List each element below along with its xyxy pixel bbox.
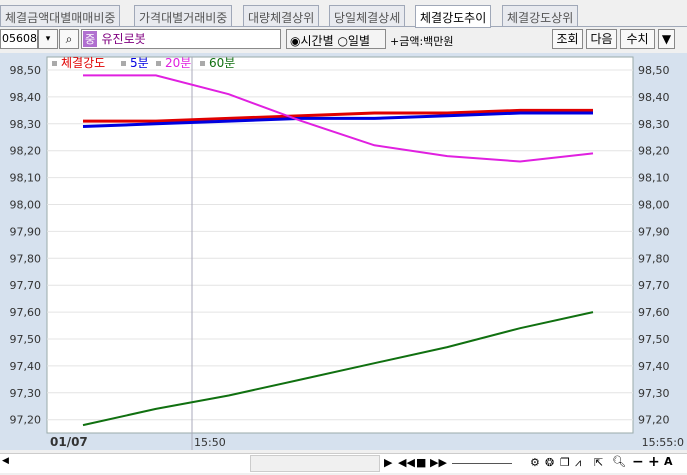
search-icon[interactable]: ⌕: [59, 29, 79, 49]
fast-forward-icon[interactable]: ▶▶: [430, 456, 447, 469]
cursor-icon[interactable]: ⇱: [594, 456, 604, 469]
unit-label: +금액:백만원: [390, 35, 454, 48]
chart-control-bar: ◀ ▶ ◀◀ ■ ▶▶ ⚙ ❂ ❐ ⩘ ⇱ 🔍︎ − + A: [0, 453, 687, 473]
legend-20분: 20분: [165, 56, 191, 70]
series-line-20분: [83, 74, 594, 163]
tab-daily-detail[interactable]: 당일체결상세: [329, 5, 406, 27]
y-tick-label-left: 98,30: [10, 118, 42, 131]
market-badge: 중: [83, 31, 97, 47]
series-line-60분: [82, 311, 594, 427]
y-tick-label-left: 97,50: [10, 333, 42, 346]
tab-amount-ratio[interactable]: 체결금액대별매매비중: [0, 5, 121, 27]
zoom-icon[interactable]: 🔍︎: [612, 455, 626, 468]
y-tick-label-right: 97,40: [638, 360, 670, 373]
values-button[interactable]: 수치: [620, 29, 655, 49]
play-icon[interactable]: ▶: [384, 456, 393, 469]
legend-marker: [200, 61, 205, 66]
y-tick-label-right: 97,90: [638, 225, 670, 238]
next-button[interactable]: 다음: [586, 29, 617, 49]
legend-marker: [156, 61, 161, 66]
tab-price-ratio[interactable]: 가격대별거래비중: [134, 5, 233, 27]
y-tick-label-left: 97,30: [10, 387, 42, 400]
y-tick-label-right: 98,20: [638, 145, 670, 158]
tab-large-trades[interactable]: 대량체결상위: [243, 5, 320, 27]
y-tick-label-right: 98,30: [638, 118, 670, 131]
tab-bar: 체결금액대별매매비중 가격대별거래비중 대량체결상위 당일체결상세 체결강도추이…: [0, 5, 687, 28]
legend-5분: 5분: [130, 56, 149, 70]
y-tick-label-left: 97,80: [10, 252, 42, 265]
y-tick-label-left: 98,50: [10, 64, 42, 77]
y-tick-label-right: 98,00: [638, 199, 670, 212]
strength-chart[interactable]: 98,50 98,50 98,40 98,40 98,30 98,30 98,20 98,20…: [0, 53, 687, 451]
chart-type-icon[interactable]: ⩘: [575, 456, 582, 469]
series-line-5분: [82, 111, 593, 128]
x-label-time: 15:50: [194, 436, 226, 449]
scrollbar[interactable]: [250, 455, 380, 472]
legend-marker: [52, 61, 57, 66]
y-tick-label-left: 97,90: [10, 225, 42, 238]
window-icon[interactable]: ❐: [560, 456, 570, 469]
y-tick-label-right: 97,60: [638, 306, 670, 319]
series-line-체결강도: [83, 108, 593, 123]
y-tick-label-right: 98,40: [638, 91, 670, 104]
y-tick-label-left: 98,20: [10, 145, 42, 158]
stock-name-field[interactable]: 중 유진로봇: [81, 29, 281, 49]
y-tick-label-right: 98,10: [638, 172, 670, 185]
stop-icon[interactable]: ■: [416, 456, 427, 469]
settings-icon[interactable]: ⚙: [530, 456, 540, 469]
y-tick-label-left: 98,40: [10, 91, 42, 104]
y-tick-label-right: 97,30: [638, 387, 670, 400]
tab-strength-trend[interactable]: 체결강도추이: [415, 5, 492, 28]
zoom-in-icon[interactable]: +: [648, 454, 660, 470]
scroll-left-icon[interactable]: ◀: [2, 456, 9, 466]
legend-체결강도: 체결강도: [61, 56, 105, 70]
y-tick-label-right: 97,70: [638, 279, 670, 292]
query-button[interactable]: 조회: [552, 29, 583, 49]
period-radio-group: ◉시간별 ○일별: [286, 29, 386, 49]
y-tick-label-right: 97,50: [638, 333, 670, 346]
gear-icon[interactable]: ❂: [545, 456, 555, 469]
chart-area: 98,50 98,50 98,40 98,40 98,30 98,30 98,20 98,20…: [0, 53, 687, 451]
radio-day[interactable]: ○일별: [337, 34, 371, 48]
y-tick-label-left: 98,10: [10, 172, 42, 185]
radio-time[interactable]: ◉시간별: [290, 34, 334, 48]
menu-dropdown-button[interactable]: ▼: [658, 29, 675, 49]
zoom-slider[interactable]: [452, 463, 512, 464]
y-tick-label-right: 97,20: [638, 414, 670, 427]
y-tick-label-right: 98,50: [638, 64, 670, 77]
y-tick-label-left: 97,60: [10, 306, 42, 319]
y-tick-label-left: 97,40: [10, 360, 42, 373]
stock-name: 유진로봇: [101, 32, 146, 46]
y-tick-label-left: 98,00: [10, 199, 42, 212]
x-label-end: 15:55:0: [642, 436, 684, 449]
code-dropdown-icon[interactable]: ▾: [38, 29, 58, 49]
zoom-out-icon[interactable]: −: [632, 454, 644, 470]
legend-60분: 60분: [209, 56, 235, 70]
tab-strength-top[interactable]: 체결강도상위: [502, 5, 579, 27]
y-tick-label-left: 97,70: [10, 279, 42, 292]
legend-marker: [121, 61, 126, 66]
x-label-date: 01/07: [50, 435, 88, 449]
stock-code-input[interactable]: 056080: [0, 29, 44, 49]
rewind-icon[interactable]: ◀◀: [398, 456, 415, 469]
y-tick-label-left: 97,20: [10, 414, 42, 427]
y-tick-label-right: 97,80: [638, 252, 670, 265]
auto-scale-icon[interactable]: A: [664, 455, 673, 468]
toolbar: 056080 ▾ ⌕ 중 유진로봇 ◉시간별 ○일별 +금액:백만원 조회 다음…: [0, 28, 687, 50]
